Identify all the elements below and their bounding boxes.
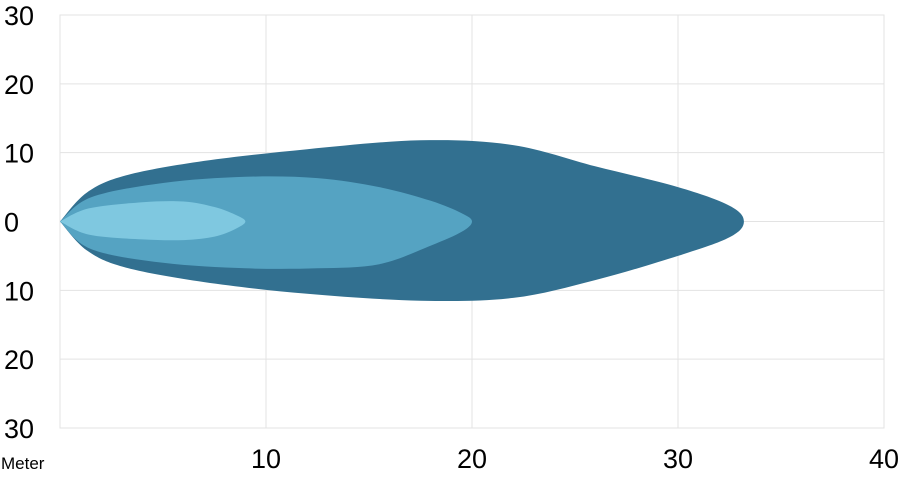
y-tick-label: 10 bbox=[4, 276, 34, 306]
x-tick-label: 10 bbox=[251, 444, 281, 474]
y-tick-label: 20 bbox=[4, 345, 34, 375]
y-tick-label: 30 bbox=[4, 1, 34, 31]
y-tick-label: 10 bbox=[4, 139, 34, 169]
x-tick-label: 20 bbox=[457, 444, 487, 474]
y-tick-label: 0 bbox=[4, 208, 19, 238]
y-axis-ticks: 30 20 10 0 10 20 30 bbox=[4, 1, 34, 444]
y-tick-label: 30 bbox=[4, 414, 34, 444]
x-axis-label: Meter bbox=[1, 454, 45, 473]
beam-area-middle bbox=[60, 176, 472, 269]
x-axis-ticks: 10 20 30 40 bbox=[251, 444, 899, 474]
beam-area-inner bbox=[60, 201, 246, 241]
x-tick-label: 40 bbox=[869, 444, 899, 474]
y-tick-label: 20 bbox=[4, 70, 34, 100]
x-tick-label: 30 bbox=[663, 444, 693, 474]
beam-areas bbox=[60, 140, 744, 302]
